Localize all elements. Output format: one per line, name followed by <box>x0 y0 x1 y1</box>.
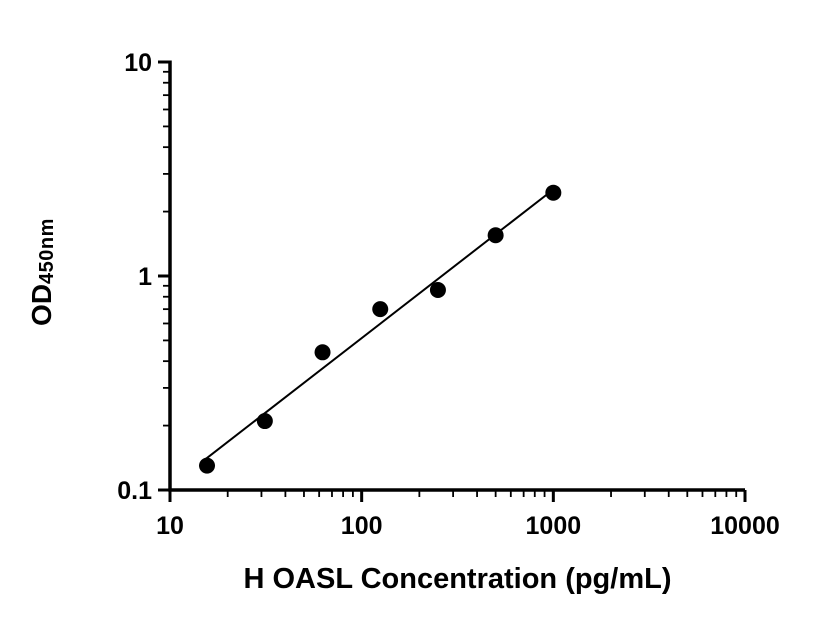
x-tick-label: 100 <box>341 512 383 540</box>
data-point <box>487 227 504 244</box>
y-tick-label: 1 <box>138 263 152 291</box>
trend-line <box>200 187 556 464</box>
y-tick-label: 10 <box>124 49 152 77</box>
data-point <box>545 184 562 201</box>
axis-spines <box>168 60 745 492</box>
x-tick-label: 10 <box>156 512 184 540</box>
data-point <box>314 344 331 361</box>
y-axis-label-main: OD <box>26 283 57 326</box>
x-tick-label: 10000 <box>710 512 780 540</box>
data-point <box>429 282 446 299</box>
data-point <box>199 457 216 474</box>
data-point <box>256 413 273 430</box>
x-tick-label: 1000 <box>526 512 582 540</box>
data-point <box>372 301 389 318</box>
y-axis-label: OD450nm <box>22 122 62 422</box>
y-axis-label-subscript: 450nm <box>36 218 58 284</box>
x-axis-label: H OASL Concentration (pg/mL) <box>243 563 672 595</box>
y-tick-label: 0.1 <box>117 477 152 505</box>
